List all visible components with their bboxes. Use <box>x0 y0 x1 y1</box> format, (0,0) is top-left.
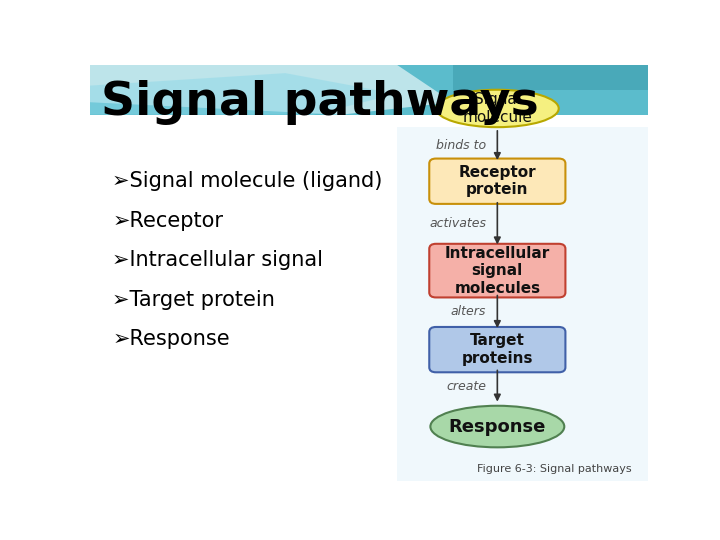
FancyBboxPatch shape <box>429 327 565 372</box>
Text: ➢Response: ➢Response <box>112 329 230 349</box>
FancyBboxPatch shape <box>429 159 565 204</box>
Polygon shape <box>397 127 648 481</box>
Polygon shape <box>90 65 648 114</box>
Text: Figure 6-3: Signal pathways: Figure 6-3: Signal pathways <box>477 464 631 474</box>
Polygon shape <box>453 65 648 90</box>
Text: Receptor
protein: Receptor protein <box>459 165 536 198</box>
FancyBboxPatch shape <box>429 244 565 298</box>
Text: create: create <box>446 380 486 393</box>
Polygon shape <box>90 73 397 114</box>
Text: alters: alters <box>451 305 486 318</box>
Ellipse shape <box>431 406 564 447</box>
Ellipse shape <box>436 90 559 127</box>
Text: ➢Intracellular signal: ➢Intracellular signal <box>112 250 323 270</box>
Text: ➢Signal molecule (ligand): ➢Signal molecule (ligand) <box>112 171 383 191</box>
Text: ➢Target protein: ➢Target protein <box>112 290 275 310</box>
Text: Target
proteins: Target proteins <box>462 333 533 366</box>
Text: Signal
molecule: Signal molecule <box>462 92 532 125</box>
Text: binds to: binds to <box>436 139 486 152</box>
Text: Intracellular
signal
molecules: Intracellular signal molecules <box>445 246 550 295</box>
Text: activates: activates <box>429 217 486 230</box>
Text: ➢Receptor: ➢Receptor <box>112 211 223 231</box>
Polygon shape <box>90 65 453 114</box>
Text: Response: Response <box>449 417 546 436</box>
Text: Signal pathways: Signal pathways <box>101 80 539 125</box>
